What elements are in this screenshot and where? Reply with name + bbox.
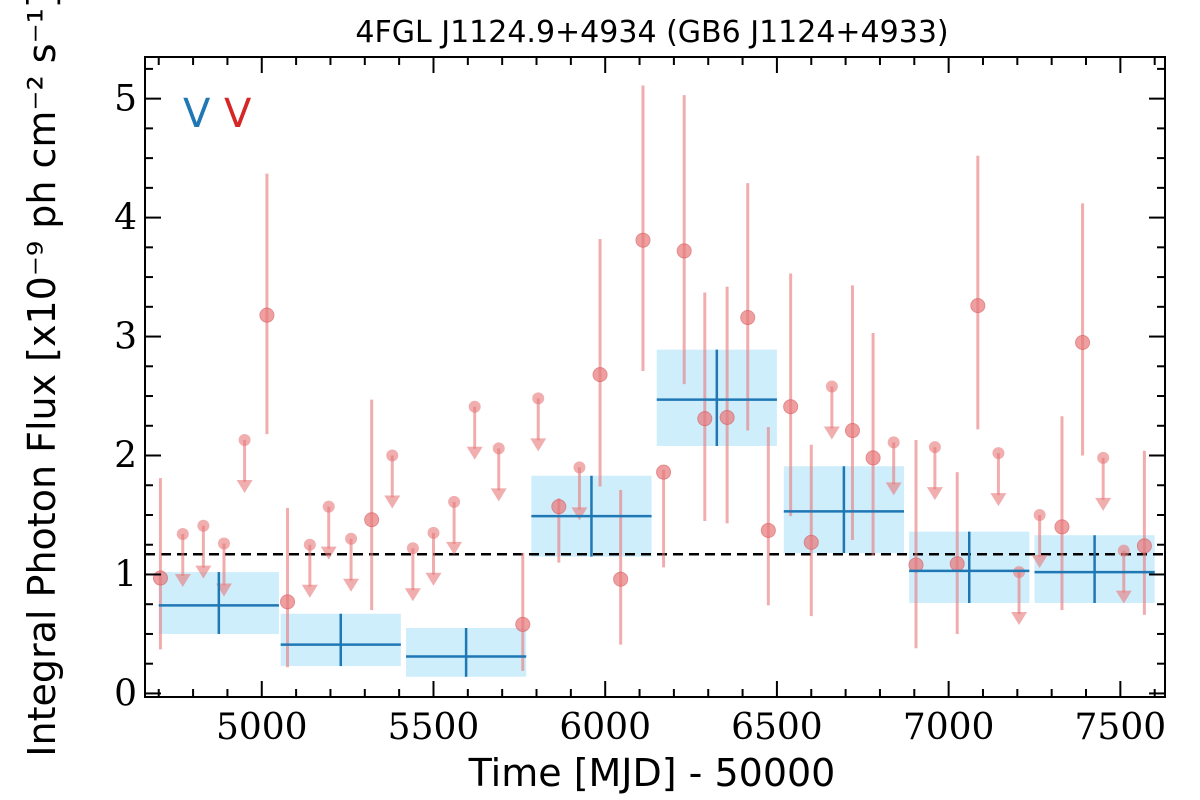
upper-limit-point xyxy=(573,461,586,474)
x-tick-label: 6000 xyxy=(559,707,651,748)
y-axis-title: Integral Photon Flux [x10⁻⁹ ph cm⁻² s⁻¹] xyxy=(20,0,64,757)
legend-entry-short-bins: V xyxy=(224,91,252,137)
legend-entry-long-bins: V xyxy=(183,91,211,137)
short-bin-point xyxy=(280,594,296,610)
upper-limit-arrow xyxy=(990,493,1007,507)
upper-limit-arrow xyxy=(195,565,212,579)
y-tick-label: 5 xyxy=(114,79,137,120)
upper-limit-point xyxy=(176,528,189,541)
upper-limit-point xyxy=(217,537,230,550)
upper-limit-arrow xyxy=(1031,554,1048,568)
long-bin-marks-layer xyxy=(158,349,1155,677)
x-tick-label: 5500 xyxy=(388,707,480,748)
upper-limit-point xyxy=(238,434,251,447)
short-bin-point xyxy=(865,450,881,466)
upper-limit-arrow xyxy=(823,426,840,440)
upper-limit-arrow xyxy=(1011,612,1028,626)
upper-limit-arrow xyxy=(236,480,253,494)
upper-limit-point xyxy=(887,436,900,449)
upper-limit-point xyxy=(1117,544,1130,557)
short-bin-point xyxy=(635,232,651,248)
x-tick-label: 6500 xyxy=(731,707,823,748)
y-tick-label: 1 xyxy=(114,554,137,595)
upper-limit-arrow xyxy=(343,578,360,592)
short-bin-point xyxy=(740,310,756,326)
y-tick-label: 4 xyxy=(114,198,137,239)
upper-limit-point xyxy=(197,519,210,532)
short-bin-point xyxy=(697,411,713,427)
upper-limit-arrow xyxy=(926,487,943,501)
short-bin-point xyxy=(656,464,672,480)
upper-limit-arrow xyxy=(446,541,463,555)
upper-limit-arrow xyxy=(1095,497,1112,511)
upper-limit-arrow xyxy=(404,588,421,602)
upper-limit-point xyxy=(345,532,358,545)
upper-limit-arrow xyxy=(301,584,318,598)
upper-limit-point xyxy=(492,442,505,455)
upper-limit-point xyxy=(386,449,399,462)
upper-limit-point xyxy=(406,542,419,555)
upper-limit-arrow xyxy=(571,507,588,521)
short-bin-point xyxy=(515,616,531,632)
short-bin-point xyxy=(613,571,629,587)
upper-limit-point xyxy=(427,526,440,539)
upper-limit-arrow xyxy=(530,438,547,452)
upper-limit-point xyxy=(322,500,335,513)
short-bin-point xyxy=(1054,519,1070,535)
short-bin-point xyxy=(844,423,860,439)
short-bin-point xyxy=(803,534,819,550)
x-axis-title: Time [MJD] - 50000 xyxy=(468,751,836,795)
upper-limit-point xyxy=(468,400,481,413)
short-bin-point xyxy=(970,298,986,314)
short-bin-point xyxy=(592,367,608,383)
upper-limit-point xyxy=(1097,451,1110,464)
upper-limit-arrow xyxy=(425,572,442,586)
short-bin-point xyxy=(1075,335,1091,351)
upper-limit-point xyxy=(303,538,316,551)
short-bin-point xyxy=(949,556,965,572)
short-bin-point xyxy=(364,512,380,528)
upper-limit-point xyxy=(928,441,941,454)
x-tick-label: 5000 xyxy=(216,707,308,748)
plot-frame xyxy=(144,56,1166,698)
upper-limit-point xyxy=(532,392,545,405)
axes: 5000 5500 6000 6500 7000 7500 0 1 2 3 4 5 xyxy=(114,56,1167,748)
upper-limit-arrow xyxy=(320,546,337,560)
y-tick-label: 3 xyxy=(114,317,137,358)
y-tick-label: 0 xyxy=(114,673,137,714)
x-tick-label: 7000 xyxy=(903,707,995,748)
upper-limit-arrow xyxy=(384,495,401,509)
x-tick-label: 7500 xyxy=(1075,707,1167,748)
upper-limit-point xyxy=(992,447,1005,460)
upper-limit-arrow xyxy=(174,573,191,587)
upper-limit-arrow xyxy=(466,446,483,460)
short-bin-point xyxy=(1136,538,1152,554)
short-bin-point xyxy=(551,499,567,515)
upper-limit-point xyxy=(448,495,461,508)
upper-limit-arrow xyxy=(885,482,902,496)
short-bin-point xyxy=(676,243,692,259)
upper-limit-point xyxy=(1033,508,1046,521)
upper-limit-point xyxy=(825,380,838,393)
chart-title: 4FGL J1124.9+4934 (GB6 J1124+4933) xyxy=(355,15,948,50)
upper-limit-arrow xyxy=(490,488,507,502)
short-bin-point xyxy=(760,522,776,538)
short-bin-point xyxy=(783,399,799,415)
short-bin-point xyxy=(719,409,735,425)
short-bin-layer xyxy=(152,85,1152,671)
y-tick-label: 2 xyxy=(114,436,137,477)
upper-limit-arrow xyxy=(1115,590,1132,604)
short-bin-point xyxy=(152,570,168,586)
short-bin-point xyxy=(259,307,275,323)
